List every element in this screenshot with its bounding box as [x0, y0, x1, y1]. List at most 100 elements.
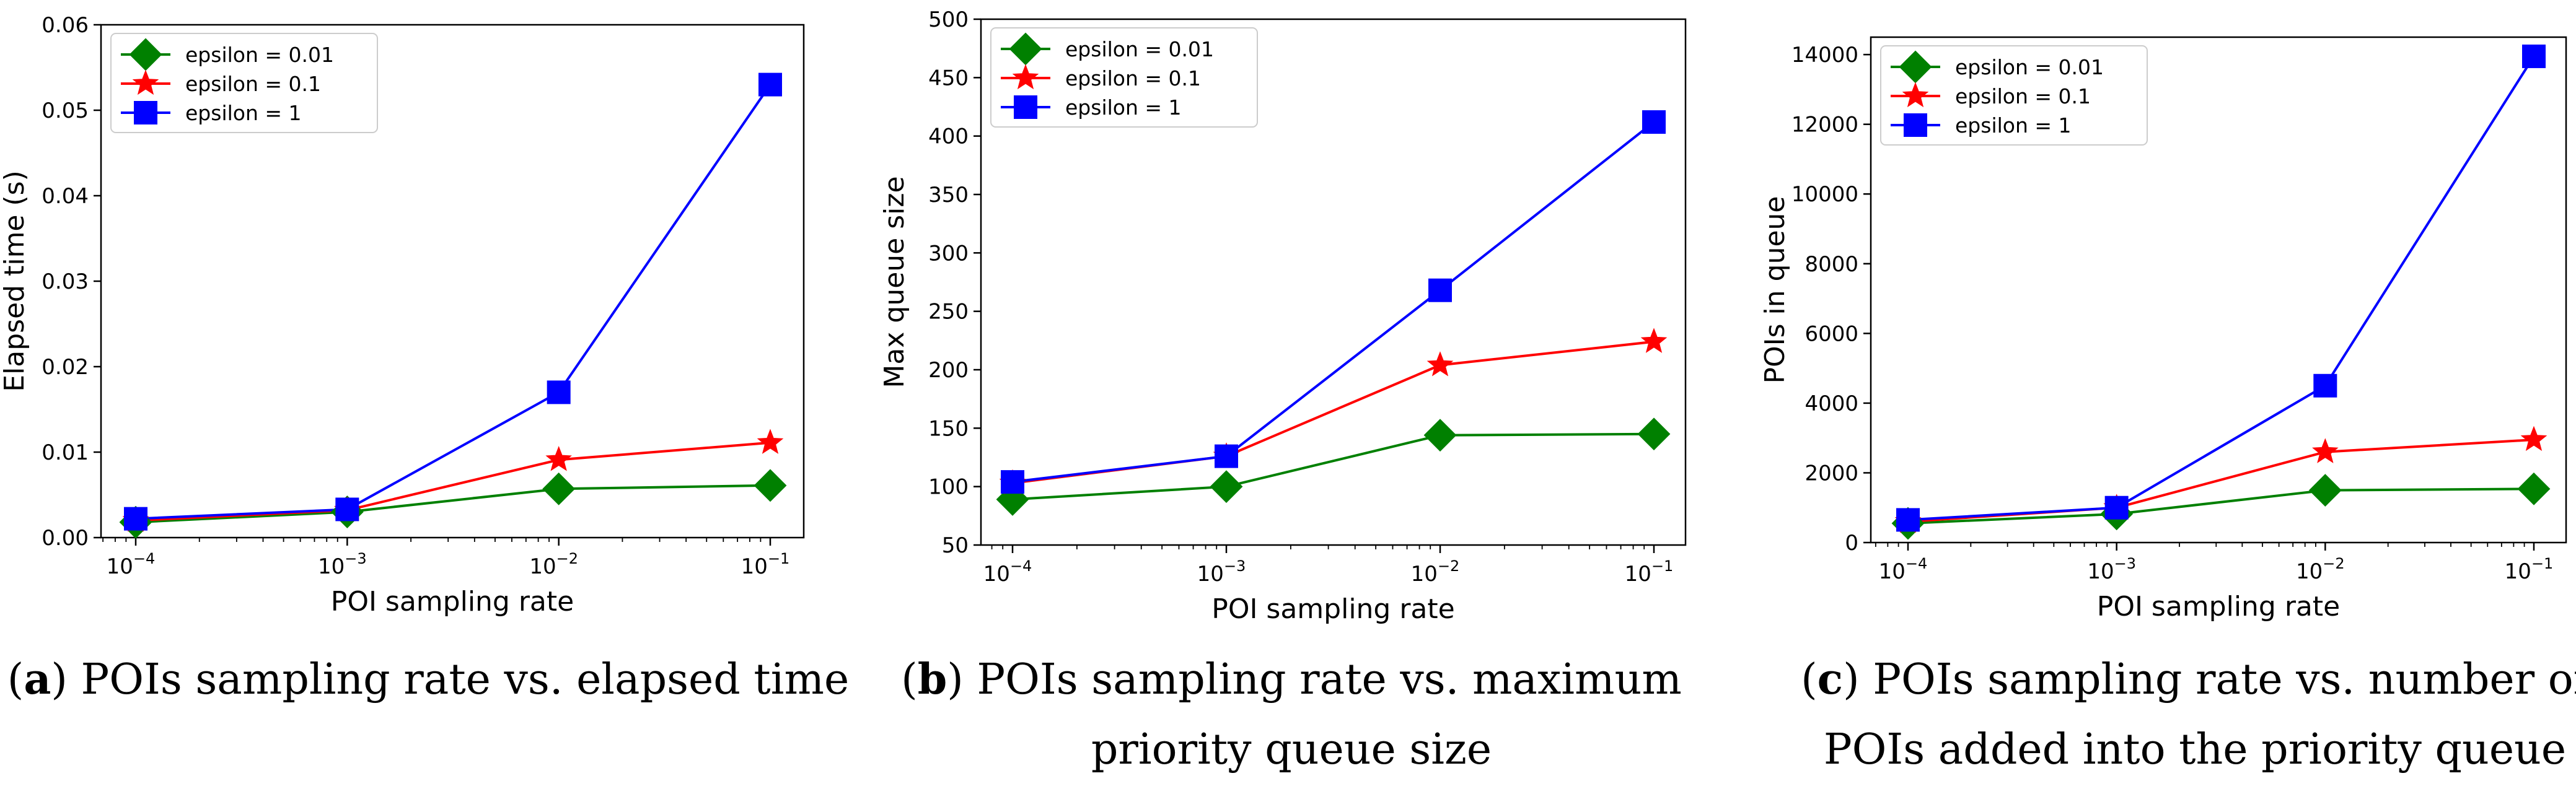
y-tick-label: 0.05 — [42, 98, 89, 123]
legend-label: epsilon = 0.01 — [1065, 37, 1214, 61]
x-tick-exponent: −1 — [768, 550, 789, 567]
data-point-s3-2 — [335, 497, 359, 521]
caption-text: POIs sampling rate vs. maximum — [977, 655, 1681, 704]
y-axis-label: Elapsed time (s) — [0, 170, 30, 391]
y-tick-label: 4000 — [1805, 391, 1858, 416]
caption-line: POIs added into the priority queue — [1824, 725, 2566, 774]
x-tick-label: 10−4 — [107, 550, 156, 579]
legend-box — [110, 33, 378, 133]
x-tick-exponent: −3 — [2114, 555, 2136, 572]
data-point-s2-3 — [2312, 438, 2339, 463]
data-point-s3-1 — [124, 507, 147, 531]
legend-label: epsilon = 0.01 — [185, 43, 334, 67]
data-point-s1-3 — [542, 472, 576, 505]
x-tick-base: 10 — [1411, 562, 1438, 587]
x-tick-base: 10 — [318, 554, 345, 579]
caption-line: (b) POIs sampling rate vs. maximum — [901, 655, 1682, 704]
x-axis-label: POI sampling rate — [2097, 591, 2340, 622]
legend-marker — [134, 101, 157, 124]
legend-marker — [1902, 82, 1929, 108]
y-tick-label: 400 — [928, 124, 969, 149]
legend-marker — [1014, 95, 1037, 119]
x-tick-label: 10−4 — [1879, 555, 1928, 584]
data-point-s3-4 — [2522, 44, 2546, 68]
x-tick-label: 10−3 — [1197, 557, 1246, 587]
y-tick-label: 250 — [928, 300, 969, 325]
data-point-s2-3 — [545, 446, 572, 471]
x-tick-exponent: −4 — [1906, 555, 1927, 572]
series-line-3 — [1907, 55, 2535, 521]
series-line-1 — [1012, 432, 1655, 501]
y-tick-label: 0.03 — [42, 269, 89, 294]
x-tick-base: 10 — [107, 554, 133, 579]
x-tick-base: 10 — [741, 554, 768, 579]
data-point-s3-4 — [1642, 110, 1666, 134]
x-tick-label: 10−1 — [1625, 557, 1674, 587]
y-tick-label: 0.02 — [42, 355, 89, 380]
caption-text: POIs sampling rate vs. number of — [1873, 655, 2576, 704]
y-tick-label: 8000 — [1805, 252, 1858, 277]
plot-frame — [980, 18, 1687, 546]
y-tick-label: 150 — [928, 416, 969, 441]
y-axis-label: Max queue size — [879, 176, 910, 388]
x-tick-exponent: −3 — [1224, 557, 1246, 575]
x-tick-exponent: −1 — [1651, 557, 1673, 575]
caption-text: POIs added into the priority queue — [1824, 725, 2566, 774]
data-point-s2-4 — [2520, 425, 2547, 452]
legend-label: epsilon = 1 — [1955, 113, 2072, 137]
x-tick-label: 10−1 — [2505, 555, 2554, 584]
x-tick-exponent: −2 — [556, 550, 578, 567]
series-line-1 — [135, 484, 771, 524]
y-tick-label: 0.00 — [42, 526, 89, 551]
y-tick-label: 0 — [1845, 531, 1858, 556]
legend-label: epsilon = 0.01 — [1955, 55, 2104, 79]
x-axis-label: POI sampling rate — [1211, 593, 1454, 625]
data-point-s2-4 — [757, 429, 784, 454]
data-point-s3-1 — [1896, 508, 1920, 532]
data-point-s1-4 — [754, 469, 787, 502]
x-tick-base: 10 — [1879, 559, 1906, 584]
y-tick-label: 100 — [928, 475, 969, 500]
legend-marker — [1012, 64, 1039, 90]
caption-line: priority queue size — [1091, 725, 1492, 774]
y-tick-label: 2000 — [1805, 461, 1858, 486]
x-tick-base: 10 — [1625, 562, 1651, 587]
y-axis-label: POIs in queue — [1759, 196, 1791, 384]
y-tick-label: 50 — [942, 533, 969, 558]
caption-text: priority queue size — [1091, 725, 1492, 774]
data-point-s3-2 — [2104, 495, 2129, 520]
caption-paren-open: ( — [7, 655, 24, 704]
caption-line: (c) POIs sampling rate vs. number of — [1801, 655, 2576, 704]
x-tick-base: 10 — [983, 562, 1010, 587]
legend-marker — [1904, 113, 1927, 137]
x-tick-label: 10−3 — [2087, 555, 2136, 584]
series-line-2 — [1907, 438, 2534, 523]
y-tick-label: 0.06 — [42, 13, 89, 38]
y-tick-label: 6000 — [1805, 321, 1858, 346]
caption-line: (a) POIs sampling rate vs. elapsed time — [7, 655, 849, 704]
x-tick-label: 10−1 — [741, 550, 790, 579]
series-line-3 — [1012, 121, 1655, 484]
legend-label: epsilon = 1 — [1065, 95, 1182, 120]
y-tick-label: 500 — [928, 7, 969, 32]
legend-label: epsilon = 0.1 — [1065, 66, 1201, 90]
caption-paren-close: ) — [51, 655, 81, 704]
caption-paren-close: ) — [947, 655, 977, 704]
x-tick-label: 10−2 — [2296, 555, 2345, 584]
y-tick-label: 10000 — [1791, 182, 1858, 207]
data-point-s3-3 — [1428, 278, 1452, 302]
data-point-s1-3 — [1423, 419, 1457, 452]
plot-frame — [1870, 36, 2567, 544]
data-point-s3-3 — [2313, 373, 2337, 398]
y-tick-label: 450 — [928, 66, 969, 90]
x-tick-base: 10 — [2505, 559, 2531, 584]
caption-paren-open: ( — [1801, 655, 1818, 704]
caption-letter: c — [1818, 655, 1843, 704]
x-tick-base: 10 — [2087, 559, 2114, 584]
data-point-s1-2 — [1210, 470, 1243, 504]
